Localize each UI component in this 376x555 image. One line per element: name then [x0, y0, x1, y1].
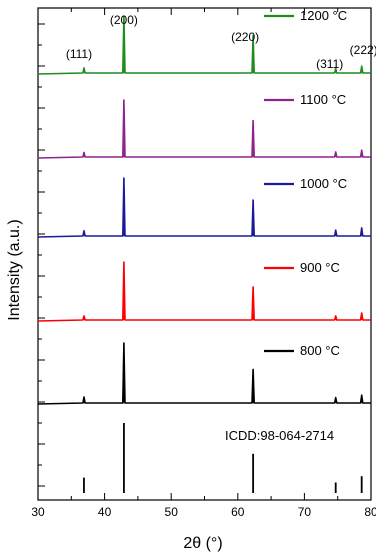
plot-frame [37, 7, 372, 501]
series-1 [37, 342, 371, 405]
pattern-line [37, 261, 371, 322]
x-tick-label: 60 [231, 505, 245, 519]
miller-index-label: (111) [66, 47, 92, 61]
series-4 [37, 99, 371, 159]
series-label: 1100 °C [300, 92, 346, 107]
series-label: 900 °C [300, 260, 340, 275]
series-5 [37, 15, 371, 75]
series-2 [37, 261, 371, 322]
pattern-line [37, 177, 371, 238]
miller-index-label: (311) [316, 57, 343, 71]
series-label: 800 °C [300, 343, 340, 358]
x-tick-label: 40 [98, 505, 112, 519]
series-0 [83, 423, 363, 493]
x-tick-label: 70 [298, 505, 312, 519]
x-tick-label: 30 [31, 505, 45, 519]
pattern-line [37, 99, 371, 159]
x-tick-label: 50 [165, 505, 179, 519]
miller-index-label: (220) [231, 30, 259, 44]
x-tick-label: 80 [364, 505, 376, 519]
series-label: 1200 °C [300, 8, 347, 23]
miller-index-label: (222) [350, 43, 376, 57]
series-3 [37, 177, 371, 238]
x-axis-label: 2θ (°) [183, 535, 222, 552]
miller-index-label: (200) [110, 13, 138, 27]
y-axis-label: Intensity (a.u.) [6, 219, 23, 320]
series-label: ICDD:98-064-2714 [225, 428, 334, 443]
series-label: 1000 °C [300, 176, 347, 191]
